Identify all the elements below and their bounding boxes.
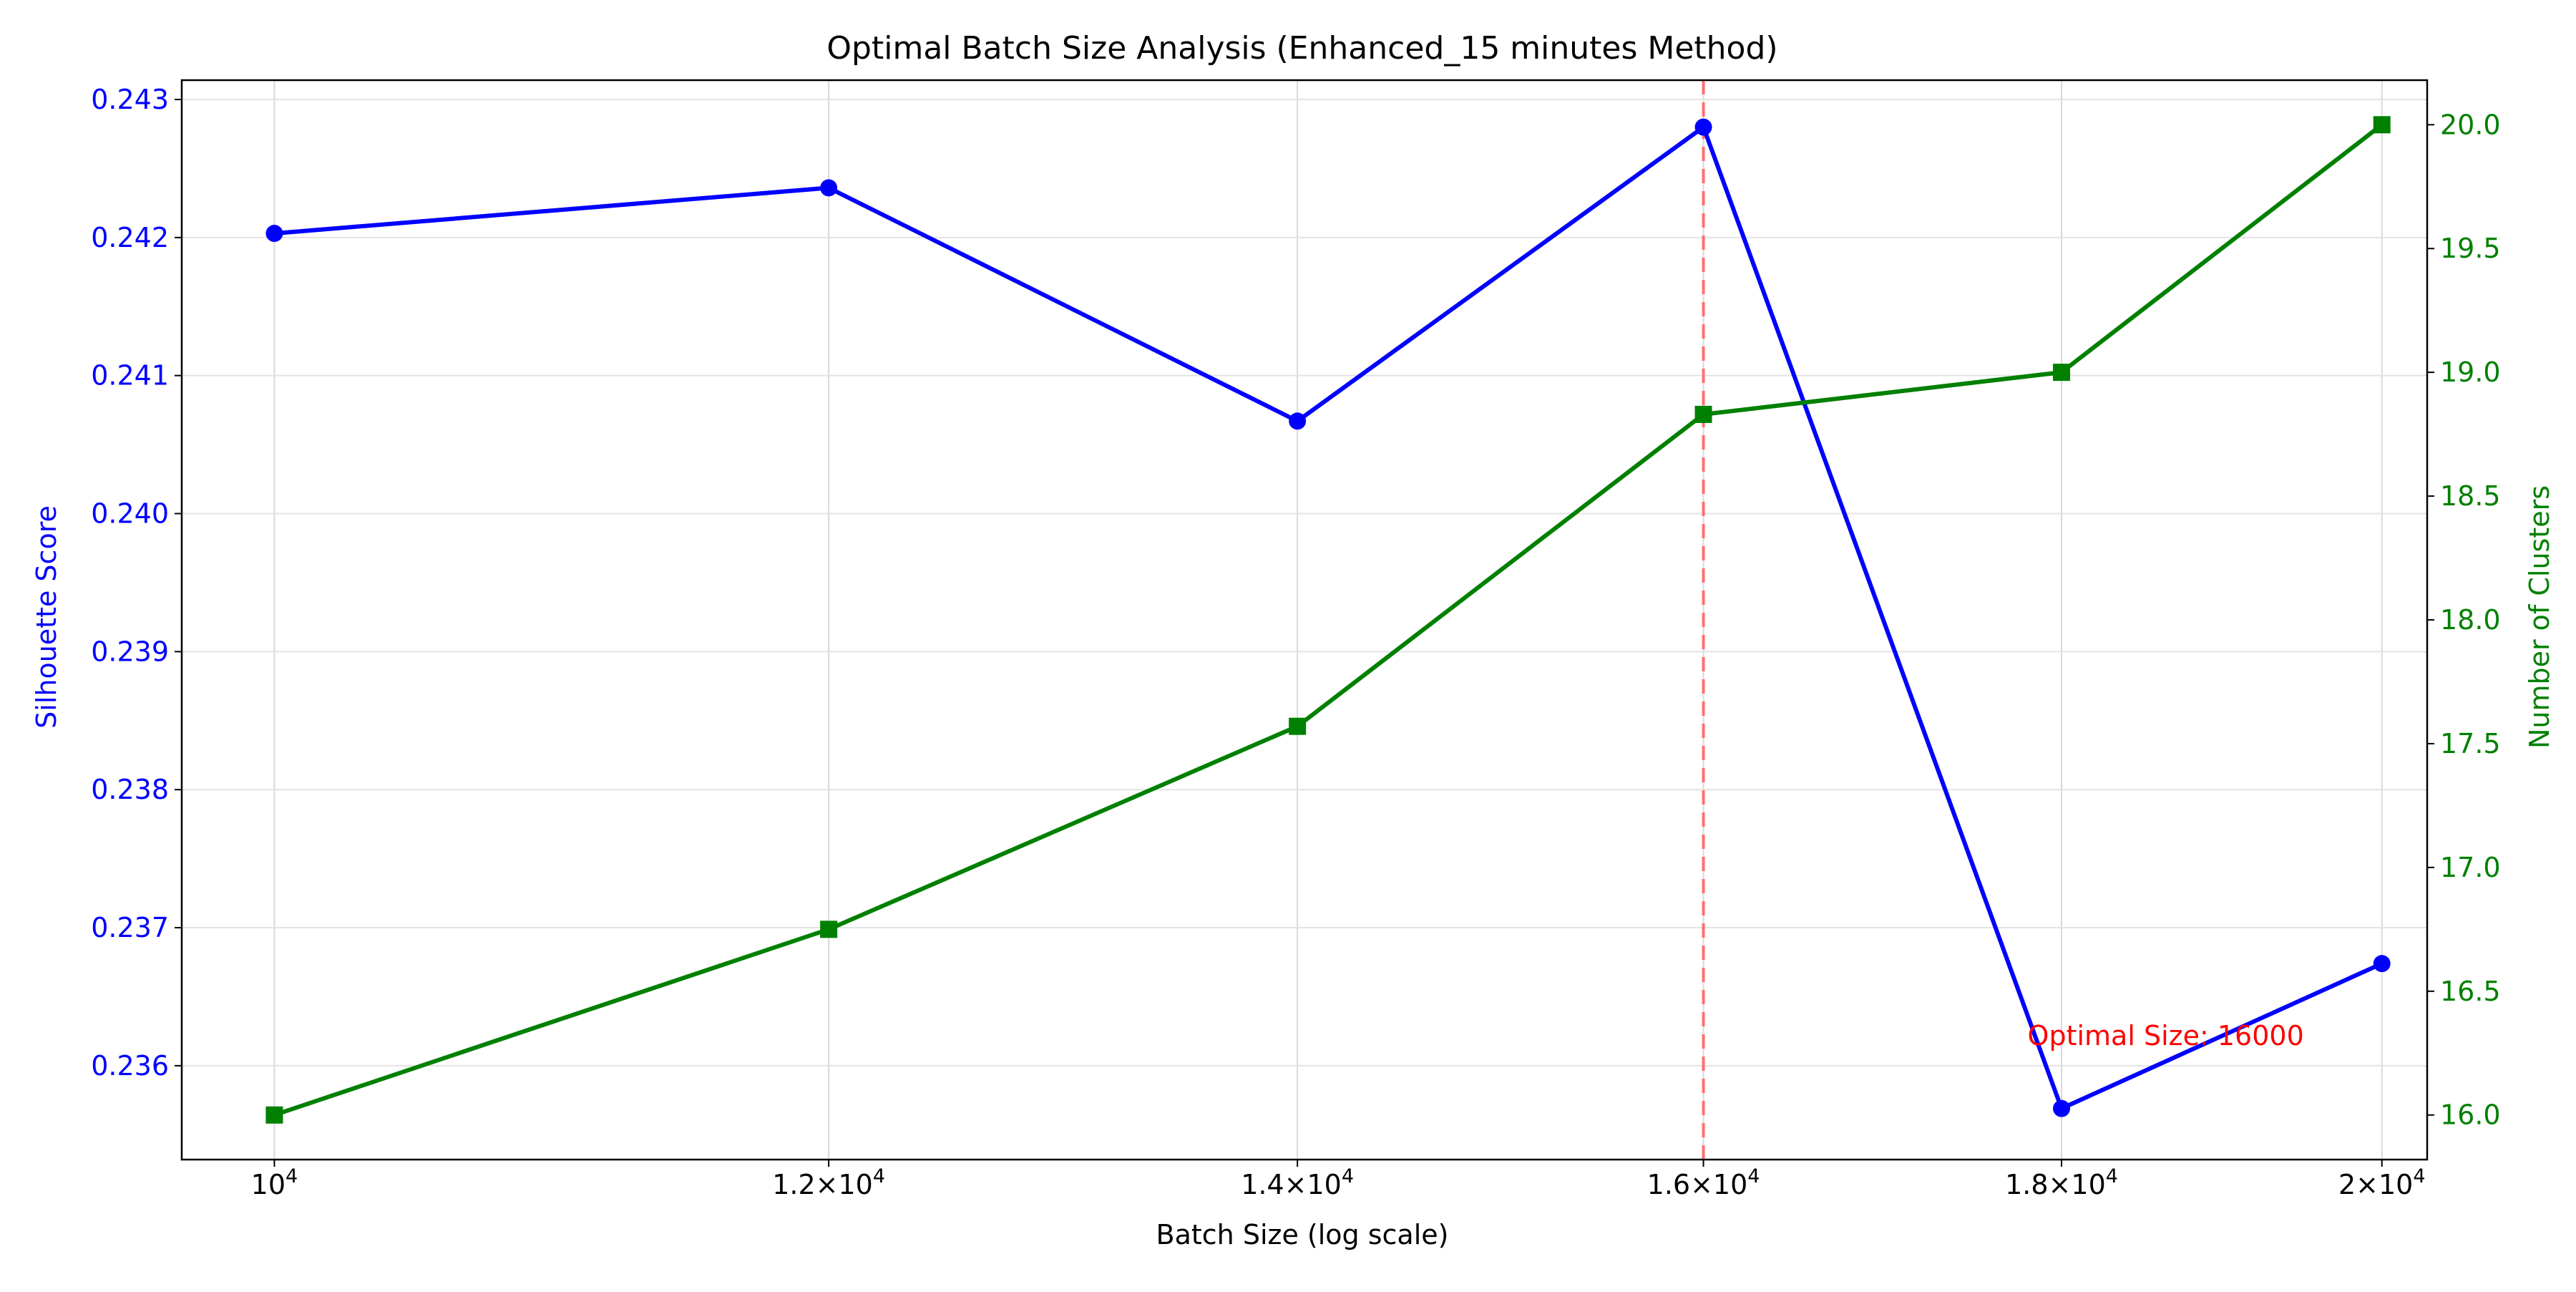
x-tick-label: 104 xyxy=(251,1165,298,1200)
x-tick-label: 1.2×104 xyxy=(772,1165,885,1200)
silhouette-point xyxy=(1694,118,1712,136)
y-left-tick-label: 0.241 xyxy=(91,360,169,392)
silhouette-point xyxy=(2053,1099,2071,1117)
y-right-tick-label: 17.5 xyxy=(2440,728,2501,759)
y-right-tick-label: 18.0 xyxy=(2440,604,2501,636)
y-right-tick-label: 20.0 xyxy=(2440,109,2501,140)
chart-title: Optimal Batch Size Analysis (Enhanced_15… xyxy=(826,30,1777,67)
y-left-tick-label: 0.240 xyxy=(91,498,169,530)
y-right-tick-label: 18.5 xyxy=(2440,480,2501,512)
clusters-point xyxy=(1694,405,1712,423)
silhouette-point xyxy=(820,179,838,197)
silhouette-point xyxy=(2373,955,2391,973)
y-axis-right-label: Number of Clusters xyxy=(2524,485,2555,749)
clusters-point xyxy=(2373,116,2391,134)
clusters-point xyxy=(265,1106,283,1124)
silhouette-point xyxy=(1289,412,1307,430)
silhouette-line xyxy=(274,125,2383,1111)
y-axis-left: 0.236 0.237 0.238 0.239 0.240 0.241 0.242 0.243 xyxy=(91,84,182,1082)
x-axis-label: Batch Size (log scale) xyxy=(1156,1219,1449,1250)
optimal-size-annotation: Optimal Size: 16000 xyxy=(2028,1020,2304,1051)
y-axis-right: 16.0 16.5 17.0 17.5 18.0 18.5 19.0 19.5 20.0 xyxy=(2427,109,2501,1131)
x-tick-label: 1.8×104 xyxy=(2005,1165,2118,1200)
x-tick-label: 1.6×104 xyxy=(1647,1165,1760,1200)
clusters-point xyxy=(2053,364,2071,382)
x-tick-label: 2×104 xyxy=(2338,1165,2426,1200)
y-left-tick-label: 0.238 xyxy=(91,774,169,805)
y-left-tick-label: 0.243 xyxy=(91,84,169,115)
y-right-tick-label: 16.0 xyxy=(2440,1099,2501,1131)
y-left-tick-label: 0.242 xyxy=(91,222,169,253)
y-right-tick-label: 16.5 xyxy=(2440,976,2501,1007)
y-right-tick-label: 19.0 xyxy=(2440,356,2501,388)
grid xyxy=(182,80,2427,1160)
series-layer xyxy=(265,116,2391,1124)
clusters-line xyxy=(273,122,2384,1117)
y-left-tick-label: 0.237 xyxy=(91,912,169,943)
y-right-tick-label: 17.0 xyxy=(2440,852,2501,883)
silhouette-point xyxy=(265,225,283,243)
clusters-point xyxy=(820,921,838,938)
clusters-point xyxy=(1289,717,1307,735)
x-axis: 104 1.2×104 1.4×104 1.6×104 1.8×104 2×104 xyxy=(251,1160,2426,1200)
y-right-tick-label: 19.5 xyxy=(2440,233,2501,264)
y-left-tick-label: 0.239 xyxy=(91,636,169,667)
x-tick-label: 1.4×104 xyxy=(1241,1165,1354,1200)
silhouette-series xyxy=(265,118,2391,1117)
y-axis-left-label: Silhouette Score xyxy=(31,505,62,729)
clusters-series xyxy=(265,116,2391,1124)
y-left-tick-label: 0.236 xyxy=(91,1050,169,1082)
